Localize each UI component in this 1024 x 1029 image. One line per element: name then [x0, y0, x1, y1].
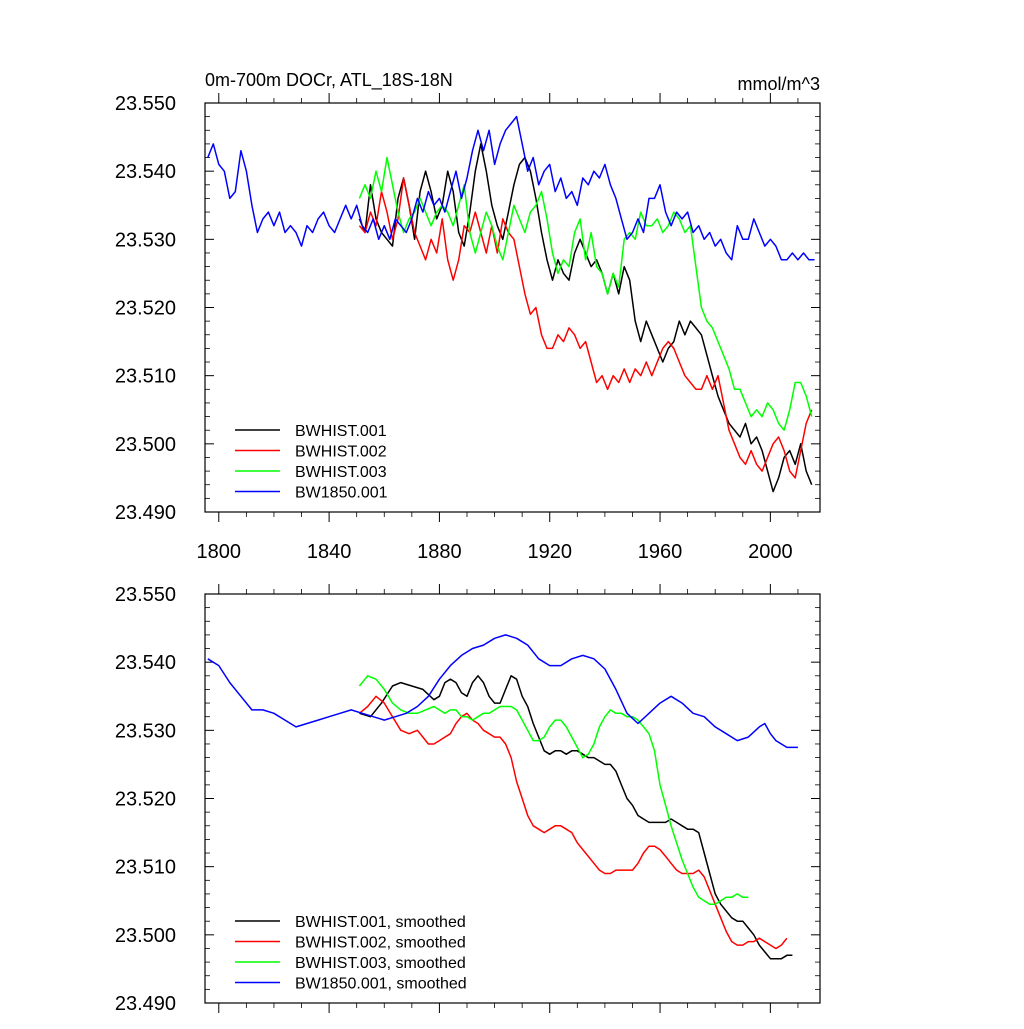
x-tick-label: 1920	[527, 541, 572, 563]
y-tick-label: 23.510	[115, 366, 176, 388]
series-line-top-1	[358, 177, 813, 479]
y-tick-label: 23.500	[115, 925, 176, 947]
y-tick-label: 23.490	[115, 502, 176, 524]
y-tick-label: 23.520	[115, 298, 176, 320]
y-tick-label: 23.500	[115, 434, 176, 456]
series-line-top-2	[358, 156, 813, 431]
legend-label: BWHIST.001	[295, 423, 387, 440]
series-line-bottom-0	[359, 675, 793, 960]
y-tick-label: 23.530	[115, 229, 176, 251]
x-tick-label: 1960	[638, 541, 683, 563]
x-tick-label: 1840	[307, 541, 352, 563]
legend-label: BWHIST.003	[295, 464, 387, 481]
chart-panel-bottom: 23.490 23.500 23.510 23.520 23.530 23.540 23.5…	[115, 584, 821, 1015]
legend: BWHIST.001 BWHIST.002 BWHIST.003 BW1850.001	[235, 423, 388, 502]
series-line-top-3	[207, 115, 815, 261]
series-line-bottom-1	[358, 695, 788, 950]
y-tick-label: 23.530	[115, 720, 176, 742]
legend-label: BWHIST.001, smoothed	[295, 914, 466, 931]
chart-units: mmol/m^3	[738, 74, 820, 94]
legend-label: BWHIST.002	[295, 444, 387, 461]
y-tick-label: 23.540	[115, 652, 176, 674]
legend: BWHIST.001, smoothed BWHIST.002, smoothed…	[235, 914, 467, 993]
y-tick-label: 23.550	[115, 584, 176, 606]
legend-label: BWHIST.003, smoothed	[295, 955, 466, 972]
legend-label: BWHIST.002, smoothed	[295, 935, 466, 952]
series-line-bottom-2	[358, 675, 749, 905]
y-tick-label: 23.540	[115, 161, 176, 183]
legend-label: BW1850.001	[295, 485, 388, 502]
y-tick-label: 23.550	[115, 93, 176, 115]
x-tick-label: 1880	[417, 541, 462, 563]
x-tick-label: 2000	[748, 541, 793, 563]
y-tick-label: 23.510	[115, 857, 176, 879]
x-tick-label: 1800	[197, 541, 242, 563]
series-line-top-0	[358, 143, 813, 493]
legend-label: BW1850.001, smoothed	[295, 976, 467, 993]
series-line-bottom-3	[207, 634, 798, 749]
chart-title: 0m-700m DOCr, ATL_18S-18N	[205, 70, 453, 91]
y-tick-label: 23.520	[115, 789, 176, 811]
chart-panel-top: 0m-700m DOCr, ATL_18S-18N mmol/m^3 23.49…	[115, 70, 821, 563]
y-tick-label: 23.490	[115, 993, 176, 1015]
